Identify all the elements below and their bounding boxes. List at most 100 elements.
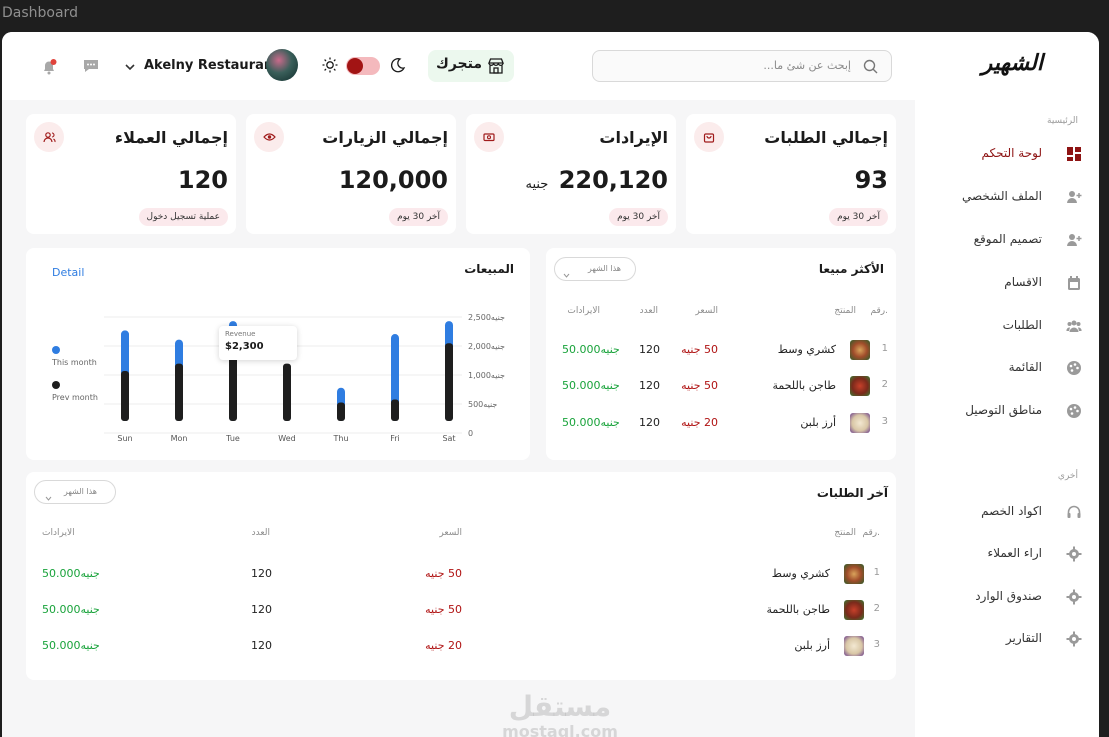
sidebar-item-site-design[interactable]: تصميم الموقع: [916, 228, 1099, 254]
sidebar-item-reviews[interactable]: اراء العملاء: [916, 542, 1099, 568]
table-row[interactable]: 2 طاجن باللحمة 50 جنيه 120 50.000جنيه: [546, 376, 896, 398]
sidebar-item-discount-codes[interactable]: اكواد الخصم: [916, 500, 1099, 526]
sidebar-item-menu[interactable]: القائمة: [916, 356, 1099, 382]
sidebar-item-delivery-zones[interactable]: مناطق التوصيل: [916, 399, 1099, 425]
x-tick-label: Fri: [390, 434, 400, 443]
moon-icon[interactable]: [390, 57, 406, 73]
table-row[interactable]: 3 أرز بلبن 20 جنيه 120 50.000جنيه: [26, 636, 896, 658]
row-num: 1: [873, 567, 880, 578]
y-tick-label: 1,000جنيه: [468, 371, 505, 380]
gear-icon: [1066, 589, 1082, 605]
bestsellers-card: الأكثر مبيعا هذا الشهر رقم. المنتج السعر…: [546, 248, 896, 460]
stat-badge: آخر 30 يوم: [609, 208, 668, 226]
stat-title: الإيرادات: [599, 128, 668, 147]
sidebar: الشهير الرئيسية لوحة التحكم الملف الشخصي…: [916, 32, 1099, 737]
stat-unit: جنيه: [525, 177, 549, 192]
stat-badge: آخر 30 يوم: [389, 208, 448, 226]
theme-toggle[interactable]: [346, 57, 380, 75]
period-dropdown[interactable]: هذا الشهر: [34, 480, 116, 504]
top-bar: Akelny Restaurant متجرك إبحث عن شئ ما...: [2, 32, 915, 100]
sidebar-item-categories[interactable]: الاقسام: [916, 271, 1099, 297]
row-revenue: 50.000جنيه: [42, 567, 100, 580]
sales-title: المبيعات: [464, 262, 514, 276]
y-tick-label: 0: [468, 429, 473, 438]
y-tick-label: 500جنيه: [468, 400, 497, 409]
bar-prev-month: [283, 363, 291, 421]
sidebar-item-inbox[interactable]: صندوق الوارد: [916, 585, 1099, 611]
watermark: مستقل mostaql.com: [480, 692, 640, 737]
row-num: 3: [881, 416, 888, 427]
bar-prev-month: [445, 343, 453, 421]
table-row[interactable]: 3 أرز بلبن 20 جنيه 120 50.000جنيه: [546, 413, 896, 435]
stat-value: 93: [855, 166, 888, 194]
bar-prev-month: [391, 399, 399, 421]
sidebar-item-label: التقارير: [1005, 631, 1042, 645]
legend-this-month: This month: [52, 346, 132, 370]
stat-badge: آخر 30 يوم: [829, 208, 888, 226]
row-price: 50 جنيه: [425, 567, 462, 580]
cash-icon: [474, 122, 504, 152]
detail-link[interactable]: Detail: [52, 266, 85, 279]
gear-icon: [1066, 546, 1082, 562]
sun-icon[interactable]: [322, 57, 338, 73]
sidebar-item-label: مناطق التوصيل: [965, 403, 1042, 417]
period-dropdown[interactable]: هذا الشهر: [554, 257, 636, 281]
restaurant-switcher[interactable]: Akelny Restaurant: [124, 56, 279, 76]
table-row[interactable]: 2 طاجن باللحمة 50 جنيه 120 50.000جنيه: [26, 600, 896, 622]
search-placeholder: إبحث عن شئ ما...: [763, 59, 851, 72]
stat-title: إجمالي العملاء: [114, 128, 228, 147]
theme-toggle-knob: [347, 58, 363, 74]
sales-chart-card: المبيعات Detail This month Prev month 2,…: [26, 248, 530, 460]
table-row[interactable]: 1 كشري وسط 50 جنيه 120 50.000جنيه: [546, 340, 896, 362]
sidebar-item-label: القائمة: [1008, 360, 1042, 374]
row-product: طاجن باللحمة: [766, 603, 830, 616]
sidebar-item-dashboard[interactable]: لوحة التحكم: [916, 142, 1099, 168]
sidebar-item-label: اكواد الخصم: [981, 504, 1042, 518]
chevron-down-icon: [45, 489, 52, 511]
sidebar-item-reports[interactable]: التقارير: [916, 627, 1099, 653]
search-input[interactable]: إبحث عن شئ ما...: [592, 50, 892, 82]
col-product: المنتج: [834, 306, 856, 316]
x-tick-label: Sat: [442, 434, 455, 443]
users-icon: [1066, 318, 1082, 334]
bar-this-month: [391, 334, 399, 421]
message-icon[interactable]: [82, 58, 100, 74]
row-num: 3: [873, 639, 880, 650]
gear-icon: [1066, 631, 1082, 647]
palette-icon: [1066, 403, 1082, 419]
stat-value: 220,120 جنيه: [525, 166, 668, 194]
row-qty: 120: [251, 603, 272, 616]
avatar[interactable]: [266, 49, 298, 81]
latest-orders-title: آخر الطلبات: [816, 486, 888, 500]
app-frame: Akelny Restaurant متجرك إبحث عن شئ ما...: [2, 32, 1099, 737]
col-num: رقم.: [862, 528, 880, 538]
row-qty: 120: [639, 379, 660, 392]
row-price: 50 جنيه: [681, 343, 718, 356]
store-button[interactable]: متجرك: [428, 50, 514, 82]
sidebar-item-profile[interactable]: الملف الشخصي: [916, 185, 1099, 211]
stat-value: 120,000: [339, 166, 448, 194]
row-price: 50 جنيه: [681, 379, 718, 392]
notification-bell-icon[interactable]: [40, 58, 58, 76]
sidebar-item-orders[interactable]: الطلبات: [916, 314, 1099, 340]
stat-title: إجمالي الطلبات: [764, 128, 888, 147]
latest-orders-card: آخر الطلبات هذا الشهر رقم. المنتج السعر …: [26, 472, 896, 680]
row-product: أرز بلبن: [794, 639, 830, 652]
store-icon: [487, 57, 505, 79]
brand-logo[interactable]: الشهير: [981, 50, 1043, 76]
table-row[interactable]: 1 كشري وسط 50 جنيه 120 50.000جنيه: [26, 564, 896, 586]
sidebar-item-label: الملف الشخصي: [962, 189, 1042, 203]
col-qty: العدد: [251, 528, 270, 538]
palette-icon: [1066, 360, 1082, 376]
col-price: السعر: [695, 306, 718, 316]
col-num: رقم.: [870, 306, 888, 316]
search-icon: [863, 59, 878, 78]
user-plus-icon: [1066, 189, 1082, 205]
calendar-icon: [1066, 275, 1082, 291]
x-tick-label: Tue: [225, 434, 240, 443]
stat-value-number: 120,000: [338, 166, 448, 194]
user-plus-icon: [1066, 232, 1082, 248]
x-tick-label: Mon: [171, 434, 188, 443]
row-product: أرز بلبن: [800, 416, 836, 429]
koshari-image: [844, 564, 864, 584]
